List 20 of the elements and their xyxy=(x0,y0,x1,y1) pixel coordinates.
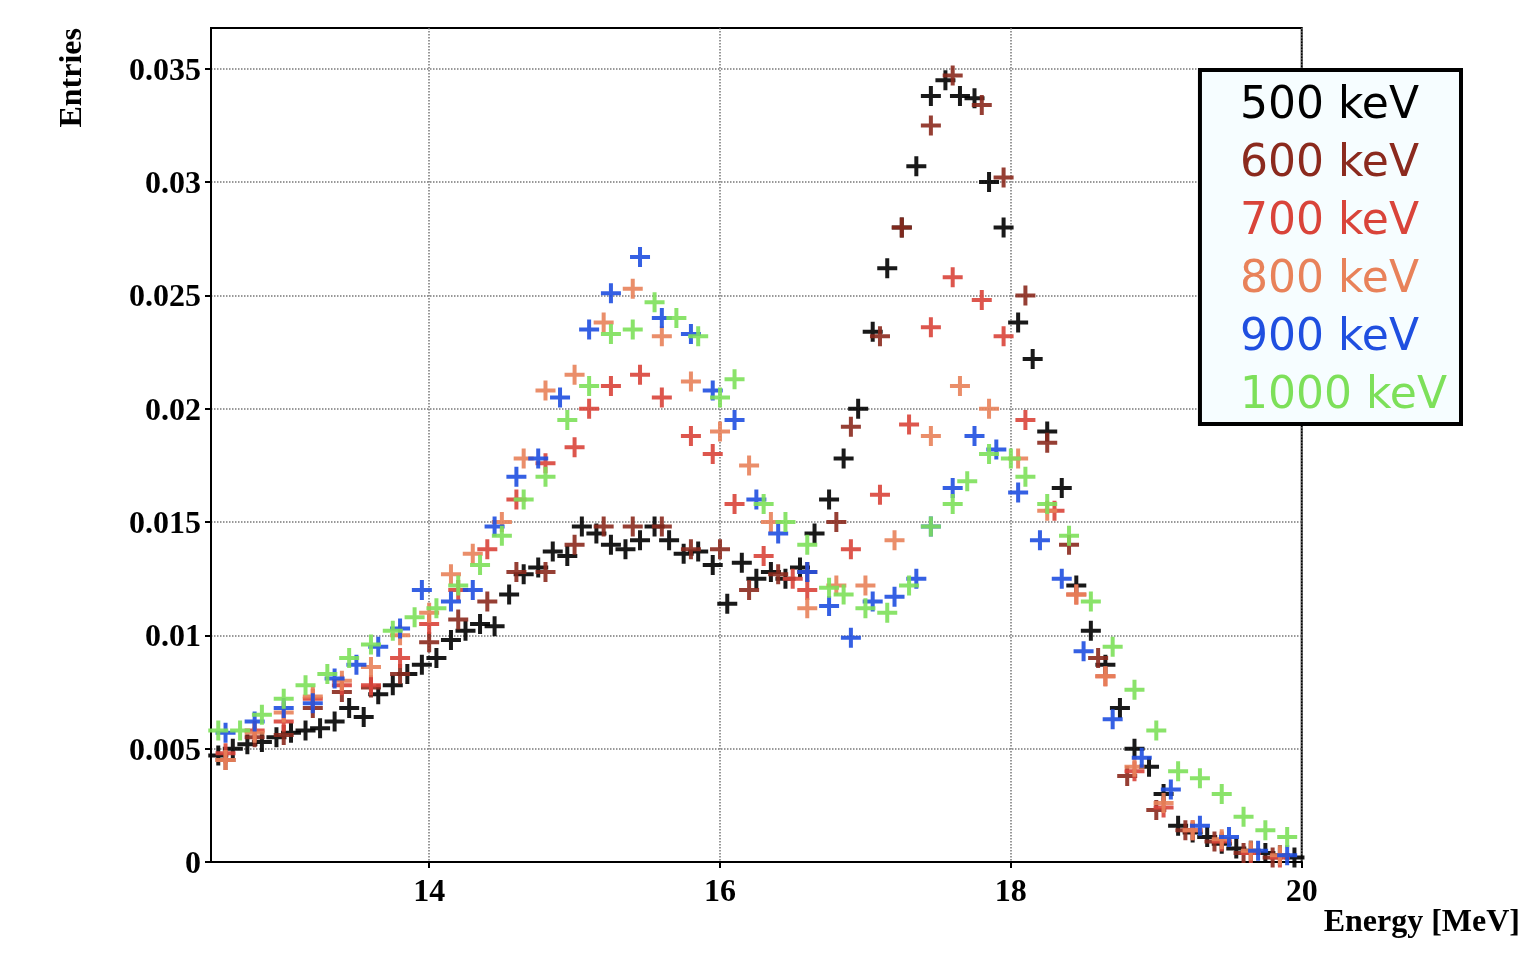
y-axis-title: Entries xyxy=(52,28,88,128)
text: 900 keV xyxy=(1239,308,1420,360)
text: 800 keV xyxy=(1239,250,1420,302)
y-tick-label: 0.01 xyxy=(145,617,201,654)
x-tick-label: 16 xyxy=(704,872,737,908)
y-tick-label: 0.005 xyxy=(129,730,201,767)
text: 600 keV xyxy=(1239,134,1420,186)
y-tick-label: 0.015 xyxy=(129,504,201,541)
y-tick-label: 0.02 xyxy=(145,390,201,427)
y-tick-label: 0.025 xyxy=(129,277,201,314)
text: 500 keV xyxy=(1239,76,1420,128)
x-tick-label: 20 xyxy=(1285,872,1318,908)
text: 1000 keV xyxy=(1239,366,1447,418)
text: 700 keV xyxy=(1239,192,1420,244)
y-tick-label: 0 xyxy=(185,844,201,880)
x-tick-label: 18 xyxy=(994,872,1027,908)
x-tick-label: 14 xyxy=(413,872,446,908)
y-tick-label: 0.035 xyxy=(129,50,201,87)
x-axis-title: Energy [MeV] xyxy=(1323,902,1520,938)
y-tick-label: 0.03 xyxy=(145,164,201,201)
